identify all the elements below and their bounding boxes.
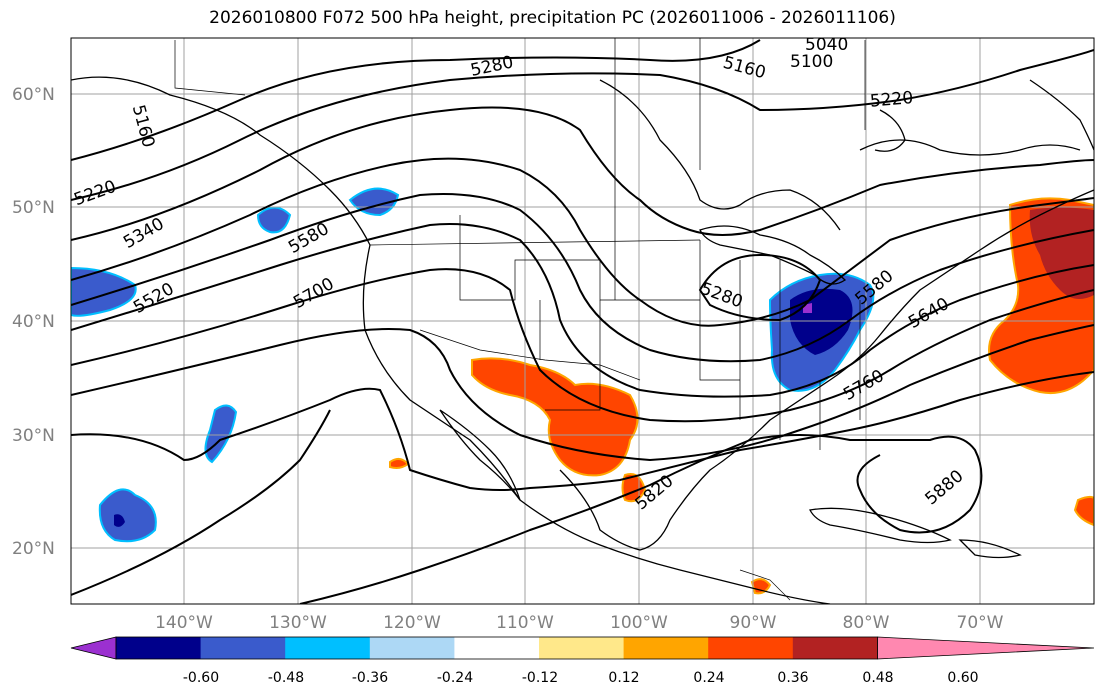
contour-label: 5220	[869, 88, 914, 112]
colorbar-tick-label: -0.12	[522, 670, 558, 686]
colorbar-tick-label: -0.36	[352, 670, 388, 686]
height-contours	[71, 39, 1094, 604]
map-border	[70, 37, 1095, 605]
lat-label: 20°N	[12, 539, 55, 559]
lon-label: 80°W	[843, 613, 890, 633]
lon-label: 120°W	[383, 613, 441, 633]
colorbar-extend-high	[877, 636, 1095, 660]
colorbar-swatch	[792, 637, 878, 659]
colorbar-tick-label: 0.12	[608, 670, 639, 686]
lat-label: 40°N	[12, 312, 55, 332]
colorbar	[70, 636, 1095, 660]
lon-label: 130°W	[269, 613, 327, 633]
colorbar-border	[115, 636, 878, 660]
colorbar-swatch	[623, 637, 709, 659]
lat-label: 30°N	[12, 426, 55, 446]
colorbar-tick-label: 0.24	[693, 670, 724, 686]
contour-label: 5100	[790, 52, 833, 72]
colorbar-tick-label: -0.24	[437, 670, 473, 686]
colorbar-tick-label: 0.60	[947, 670, 978, 686]
colorbar-ticks: -0.60 -0.48 -0.36 -0.24 -0.12 0.12 0.24 …	[183, 670, 979, 686]
lon-label: 70°W	[957, 613, 1004, 633]
longitude-labels: 140°W 130°W 120°W 110°W 100°W 90°W 80°W …	[155, 613, 1004, 633]
latitude-labels: 60°N 50°N 40°N 30°N 20°N	[12, 85, 55, 559]
graticule	[71, 38, 1094, 604]
colorbar-swatch	[369, 637, 455, 659]
lon-label: 100°W	[610, 613, 668, 633]
colorbar-tick-label: 0.48	[862, 670, 893, 686]
colorbar-swatch	[708, 637, 794, 659]
lon-label: 90°W	[730, 613, 777, 633]
political-borders	[174, 38, 866, 601]
colorbar-tick-label: 0.36	[777, 670, 808, 686]
lat-label: 60°N	[12, 85, 55, 105]
colorbar-tick-label: -0.60	[183, 670, 219, 686]
colorbar-extend-low	[70, 636, 117, 660]
colorbar-swatch	[454, 637, 540, 659]
colorbar-tick-label: -0.48	[268, 670, 304, 686]
coastlines	[71, 76, 1094, 604]
contour-label: 5040	[805, 35, 848, 55]
lat-label: 50°N	[12, 198, 55, 218]
map-plot-area: 5160 5220 5340 5520 5580 5700 5280 5040 …	[71, 35, 1094, 604]
colorbar-swatch	[200, 637, 286, 659]
colorbar-swatch	[116, 637, 202, 659]
colorbar-swatch	[285, 637, 371, 659]
lon-label: 110°W	[496, 613, 554, 633]
map-title: 2026010800 F072 500 hPa height, precipit…	[209, 8, 896, 28]
lon-label: 140°W	[155, 613, 213, 633]
colorbar-swatch	[539, 637, 625, 659]
